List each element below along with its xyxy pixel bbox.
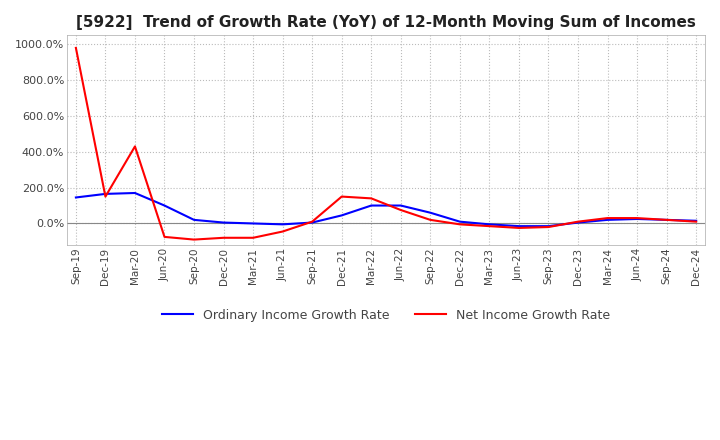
- Ordinary Income Growth Rate: [338, 213, 346, 218]
- Ordinary Income Growth Rate: [662, 217, 671, 223]
- Legend: Ordinary Income Growth Rate, Net Income Growth Rate: Ordinary Income Growth Rate, Net Income …: [157, 304, 615, 327]
- Line: Ordinary Income Growth Rate: Ordinary Income Growth Rate: [76, 193, 696, 226]
- Ordinary Income Growth Rate: [456, 219, 464, 224]
- Ordinary Income Growth Rate: [130, 191, 139, 196]
- Net Income Growth Rate: [662, 217, 671, 223]
- Net Income Growth Rate: [130, 144, 139, 149]
- Net Income Growth Rate: [544, 224, 553, 230]
- Net Income Growth Rate: [426, 217, 435, 223]
- Ordinary Income Growth Rate: [544, 224, 553, 229]
- Net Income Growth Rate: [220, 235, 228, 240]
- Ordinary Income Growth Rate: [279, 222, 287, 227]
- Net Income Growth Rate: [633, 216, 642, 221]
- Net Income Growth Rate: [485, 224, 494, 229]
- Ordinary Income Growth Rate: [249, 221, 258, 226]
- Ordinary Income Growth Rate: [485, 222, 494, 227]
- Net Income Growth Rate: [249, 235, 258, 240]
- Ordinary Income Growth Rate: [160, 203, 168, 208]
- Net Income Growth Rate: [692, 219, 701, 224]
- Ordinary Income Growth Rate: [101, 191, 109, 197]
- Ordinary Income Growth Rate: [426, 210, 435, 215]
- Title: [5922]  Trend of Growth Rate (YoY) of 12-Month Moving Sum of Incomes: [5922] Trend of Growth Rate (YoY) of 12-…: [76, 15, 696, 30]
- Net Income Growth Rate: [515, 225, 523, 231]
- Net Income Growth Rate: [574, 219, 582, 224]
- Net Income Growth Rate: [71, 45, 80, 51]
- Ordinary Income Growth Rate: [397, 203, 405, 208]
- Net Income Growth Rate: [367, 196, 376, 201]
- Net Income Growth Rate: [456, 222, 464, 227]
- Ordinary Income Growth Rate: [633, 216, 642, 222]
- Net Income Growth Rate: [189, 237, 198, 242]
- Net Income Growth Rate: [279, 229, 287, 234]
- Net Income Growth Rate: [603, 216, 612, 221]
- Ordinary Income Growth Rate: [574, 220, 582, 225]
- Ordinary Income Growth Rate: [220, 220, 228, 225]
- Ordinary Income Growth Rate: [189, 217, 198, 223]
- Ordinary Income Growth Rate: [367, 203, 376, 208]
- Net Income Growth Rate: [397, 207, 405, 213]
- Net Income Growth Rate: [308, 219, 317, 224]
- Net Income Growth Rate: [160, 234, 168, 239]
- Ordinary Income Growth Rate: [515, 224, 523, 229]
- Ordinary Income Growth Rate: [71, 195, 80, 200]
- Line: Net Income Growth Rate: Net Income Growth Rate: [76, 48, 696, 239]
- Net Income Growth Rate: [338, 194, 346, 199]
- Ordinary Income Growth Rate: [692, 218, 701, 224]
- Ordinary Income Growth Rate: [308, 220, 317, 225]
- Net Income Growth Rate: [101, 194, 109, 199]
- Ordinary Income Growth Rate: [603, 217, 612, 223]
